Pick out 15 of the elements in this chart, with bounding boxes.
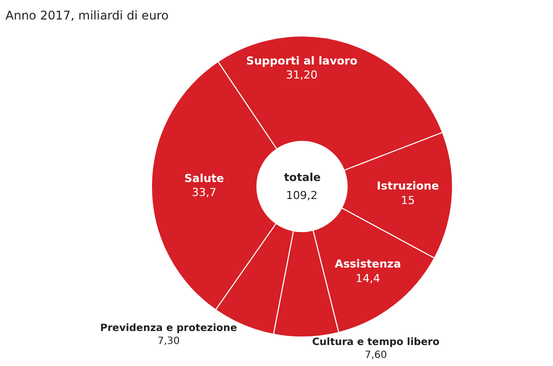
slice-label: Cultura e tempo libero (312, 336, 440, 348)
slice-label: Previdenza e protezione (100, 323, 238, 334)
slice-label: Salute (184, 172, 224, 185)
data-label: 33,7 (192, 186, 216, 200)
slice-label: Istruzione (376, 180, 439, 193)
text: totale (284, 171, 321, 184)
chart-title: Anno 2017, miliardi di euro (6, 8, 169, 22)
text: 109,2 (286, 189, 318, 202)
data-label: 7,30 (157, 336, 180, 348)
data-label: 15 (400, 194, 415, 207)
slice-label: Assistenza (334, 258, 402, 271)
data-label: 14,4 (356, 272, 380, 285)
slice-label: Supporti al lavoro (246, 54, 358, 68)
data-label: 7,60 (364, 350, 387, 361)
data-label: 31,20 (286, 68, 318, 82)
